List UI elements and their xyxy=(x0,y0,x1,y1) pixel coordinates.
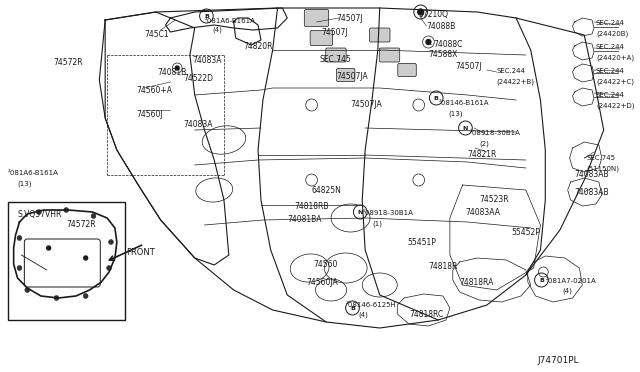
Text: (4): (4) xyxy=(563,288,573,295)
Text: 74083A: 74083A xyxy=(193,56,222,65)
Text: (24422+D): (24422+D) xyxy=(596,102,634,109)
Text: (24420B): (24420B) xyxy=(596,30,628,36)
Text: SEC.244: SEC.244 xyxy=(596,92,625,98)
Text: 74560+A: 74560+A xyxy=(136,86,172,95)
Circle shape xyxy=(47,246,51,250)
Text: (51150N): (51150N) xyxy=(586,165,619,171)
Circle shape xyxy=(54,295,59,301)
Text: (13): (13) xyxy=(448,110,463,116)
Text: N: N xyxy=(463,125,468,131)
Text: B: B xyxy=(350,305,355,311)
Text: (2): (2) xyxy=(479,140,489,147)
Circle shape xyxy=(83,294,88,298)
FancyBboxPatch shape xyxy=(310,31,333,45)
Text: ²08146-6125H: ²08146-6125H xyxy=(346,302,396,308)
Circle shape xyxy=(36,209,42,215)
Text: 74083AB: 74083AB xyxy=(575,170,609,179)
Text: (13): (13) xyxy=(17,180,32,186)
Text: 74523R: 74523R xyxy=(479,195,509,204)
Text: J74701PL: J74701PL xyxy=(538,356,579,365)
Text: (4): (4) xyxy=(358,312,368,318)
FancyBboxPatch shape xyxy=(337,68,355,81)
Text: SEC.244: SEC.244 xyxy=(596,44,625,50)
Circle shape xyxy=(107,266,111,270)
Text: FRONT: FRONT xyxy=(127,248,156,257)
Circle shape xyxy=(418,9,424,15)
FancyBboxPatch shape xyxy=(380,48,400,62)
Circle shape xyxy=(84,256,88,260)
Circle shape xyxy=(426,39,431,45)
Text: ²08918-30B1A: ²08918-30B1A xyxy=(362,210,413,216)
Text: (24422+B): (24422+B) xyxy=(497,78,534,84)
Text: 74572R: 74572R xyxy=(66,220,96,229)
Circle shape xyxy=(534,273,548,287)
Text: 74522D: 74522D xyxy=(183,74,213,83)
Text: 74820R: 74820R xyxy=(243,42,273,51)
Text: S.VQ37VHR: S.VQ37VHR xyxy=(17,210,62,219)
Text: 55452P: 55452P xyxy=(511,228,540,237)
Text: 74507J: 74507J xyxy=(336,14,363,23)
Circle shape xyxy=(353,205,367,219)
Text: 74507JA: 74507JA xyxy=(351,100,382,109)
Text: 74088B: 74088B xyxy=(426,22,456,31)
Text: 55451P: 55451P xyxy=(407,238,436,247)
Circle shape xyxy=(25,288,29,292)
Text: 74081BA: 74081BA xyxy=(287,215,322,224)
Text: B: B xyxy=(539,278,544,282)
FancyBboxPatch shape xyxy=(369,28,390,42)
Text: 74560J: 74560J xyxy=(136,110,163,119)
Circle shape xyxy=(64,208,68,212)
Text: 64825N: 64825N xyxy=(312,186,342,195)
Text: 74507J: 74507J xyxy=(321,28,348,37)
Text: 74588X: 74588X xyxy=(428,50,458,59)
Text: 74083AA: 74083AA xyxy=(465,208,500,217)
Text: 74821R: 74821R xyxy=(467,150,497,159)
Text: 74507JA: 74507JA xyxy=(336,72,368,81)
Text: 74507J: 74507J xyxy=(456,62,483,71)
Text: 74083A: 74083A xyxy=(183,120,212,129)
Text: 57210Q: 57210Q xyxy=(419,10,449,19)
Text: (4): (4) xyxy=(212,26,222,32)
FancyBboxPatch shape xyxy=(326,48,346,62)
Text: 74083AB: 74083AB xyxy=(575,188,609,197)
Text: (24420+A): (24420+A) xyxy=(596,54,634,61)
Bar xyxy=(8,202,125,320)
Text: 74560: 74560 xyxy=(314,260,338,269)
Text: B: B xyxy=(204,13,209,19)
Circle shape xyxy=(346,301,359,315)
Circle shape xyxy=(91,214,96,218)
Text: SEC.745: SEC.745 xyxy=(586,155,615,161)
Text: ²081A6-B161A: ²081A6-B161A xyxy=(205,18,255,24)
Text: 74081B: 74081B xyxy=(157,68,187,77)
Text: 74818RC: 74818RC xyxy=(409,310,444,319)
Text: 74818R: 74818R xyxy=(428,262,458,271)
Text: (1): (1) xyxy=(372,220,382,227)
Text: ²08146-B161A: ²08146-B161A xyxy=(438,100,489,106)
Text: SEC.244: SEC.244 xyxy=(596,68,625,74)
Circle shape xyxy=(17,235,22,241)
Text: SEC.745: SEC.745 xyxy=(319,55,351,64)
Circle shape xyxy=(175,66,179,70)
Text: (24422+C): (24422+C) xyxy=(596,78,634,84)
Text: 74088C: 74088C xyxy=(433,40,463,49)
Text: ²081A7-0201A: ²081A7-0201A xyxy=(545,278,596,284)
Text: 74572R: 74572R xyxy=(54,58,83,67)
Text: 74818RA: 74818RA xyxy=(460,278,494,287)
Text: SEC.244: SEC.244 xyxy=(596,20,625,26)
Text: SEC.244: SEC.244 xyxy=(497,68,525,74)
Text: 745C1: 745C1 xyxy=(144,30,169,39)
Text: 74818RB: 74818RB xyxy=(294,202,328,211)
Circle shape xyxy=(429,91,443,105)
Text: ²081A6-B161A: ²081A6-B161A xyxy=(8,170,59,176)
Circle shape xyxy=(109,240,113,244)
Circle shape xyxy=(200,9,213,23)
Text: N: N xyxy=(358,209,363,215)
Text: B: B xyxy=(434,96,438,100)
FancyBboxPatch shape xyxy=(398,64,416,77)
FancyBboxPatch shape xyxy=(304,10,329,26)
Circle shape xyxy=(17,266,22,270)
Circle shape xyxy=(459,121,472,135)
Text: 74560JA: 74560JA xyxy=(307,278,339,287)
Text: ²08918-30B1A: ²08918-30B1A xyxy=(469,130,520,136)
